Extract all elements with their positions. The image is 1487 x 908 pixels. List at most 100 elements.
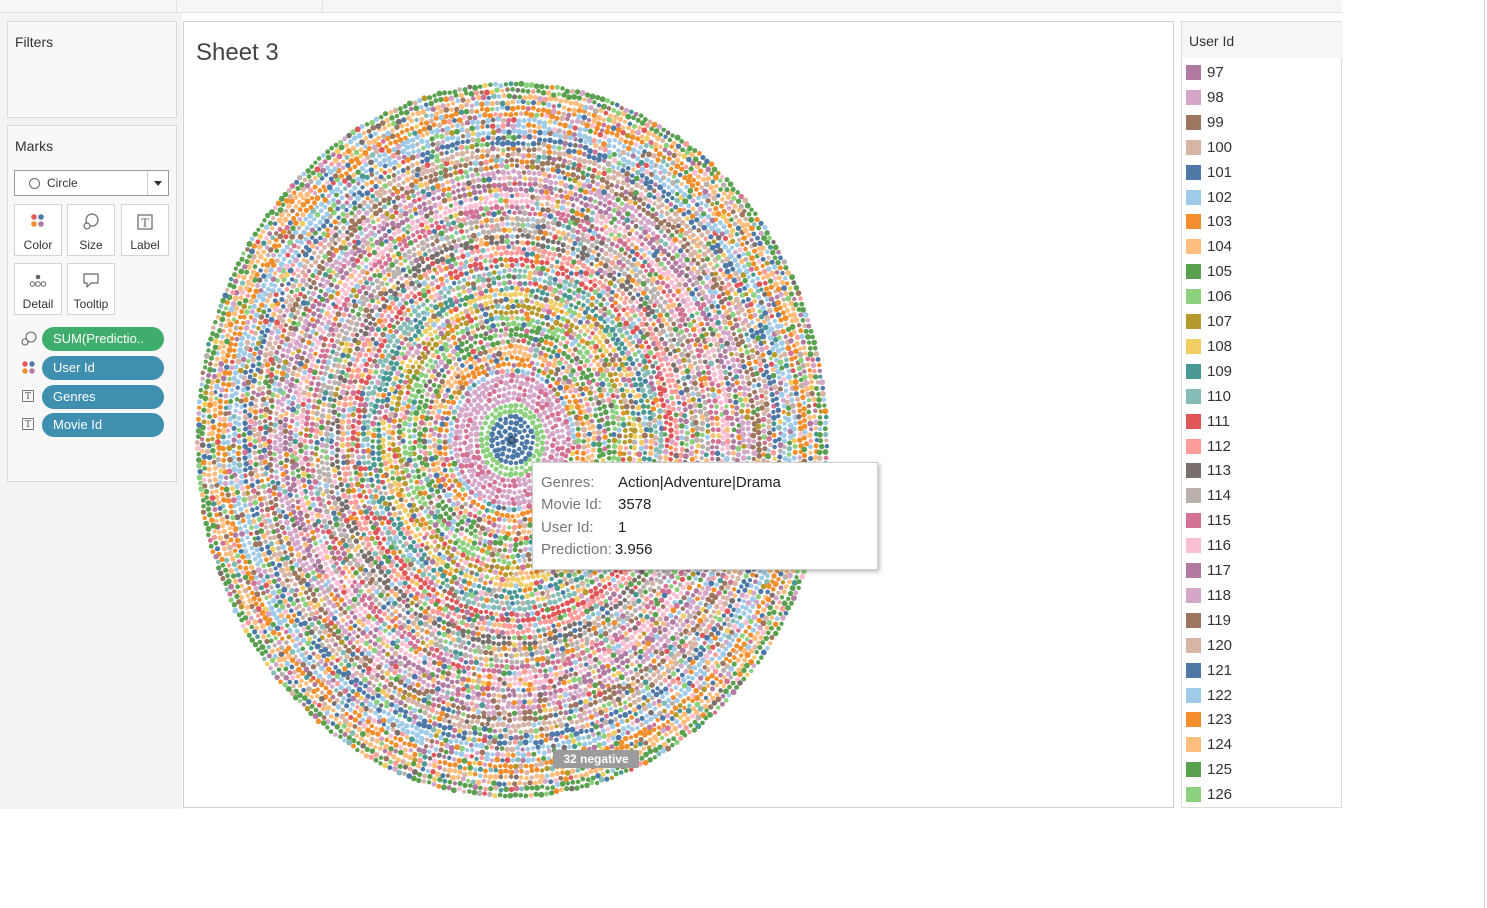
movie-id-pill[interactable]: Movie Id: [42, 413, 164, 437]
detail-button[interactable]: Detail: [14, 263, 62, 315]
bubble-mark: [496, 622, 503, 628]
bubble-mark: [503, 572, 509, 578]
bubble-mark: [328, 373, 334, 380]
bubble-mark: [510, 303, 516, 310]
tooltip-button[interactable]: Tooltip: [67, 263, 115, 315]
bubble-mark: [522, 488, 528, 494]
bubble-mark: [413, 257, 420, 264]
bubble-mark: [477, 566, 483, 573]
bubble-mark: [620, 421, 627, 428]
user-id-pill[interactable]: User Id: [42, 356, 164, 380]
bubble-mark: [529, 384, 535, 389]
bubble-mark: [344, 498, 349, 504]
bubble-mark: [592, 570, 598, 576]
bubble-mark: [483, 402, 489, 408]
bubble-mark: [459, 311, 464, 316]
bubble-mark: [345, 430, 350, 436]
bubble-mark: [355, 552, 361, 558]
bubble-mark: [393, 375, 399, 382]
bubble-mark: [379, 404, 385, 410]
packed-bubble-chart[interactable]: [184, 22, 1173, 807]
bubble-mark: [519, 357, 526, 363]
bubble-mark: [659, 296, 664, 301]
bubble-mark: [398, 379, 403, 384]
bubble-mark: [652, 435, 659, 441]
bubble-mark: [585, 319, 591, 325]
bubble-mark: [498, 346, 503, 351]
bubble-mark: [453, 379, 458, 385]
bubble-mark: [467, 468, 472, 474]
bubble-mark: [705, 387, 711, 392]
bubble-mark: [535, 224, 542, 230]
bubble-mark: [508, 581, 514, 588]
bubble-mark: [478, 662, 484, 667]
bubble-mark: [439, 456, 445, 462]
bubble-mark: [422, 445, 428, 450]
bubble-mark: [706, 392, 711, 398]
bubble-mark: [601, 404, 607, 410]
bubble-mark: [468, 647, 473, 653]
bubble-mark: [388, 360, 394, 366]
bubble-mark: [636, 574, 642, 580]
bubble-mark: [450, 483, 455, 489]
bubble-mark: [516, 446, 522, 452]
bubble-mark: [522, 388, 527, 393]
bubble-mark: [403, 336, 409, 342]
bubble-mark: [572, 609, 578, 615]
bubble-mark: [430, 346, 435, 351]
bubble-mark: [581, 315, 587, 321]
bubble-mark: [667, 338, 673, 343]
bubble-mark: [483, 217, 490, 224]
bubble-mark: [361, 341, 368, 348]
bubble-mark: [412, 286, 418, 291]
bubble-mark: [416, 474, 422, 480]
bubble-mark: [418, 399, 423, 405]
bubble-mark: [584, 233, 591, 239]
bubble-mark: [379, 531, 385, 536]
bubble-mark: [435, 364, 441, 369]
circle-icon: [29, 178, 40, 189]
bubble-mark: [634, 261, 641, 267]
bubble-mark: [653, 335, 659, 342]
bubble-mark: [585, 328, 591, 334]
bubble-mark: [585, 443, 591, 449]
bubble-mark: [434, 399, 440, 405]
chevron-down-icon[interactable]: [147, 171, 168, 195]
bubble-mark: [643, 589, 648, 595]
bubble-mark: [424, 476, 431, 483]
bubble-mark: [435, 571, 441, 577]
size-button[interactable]: Size: [67, 204, 115, 256]
bubble-mark: [450, 334, 457, 341]
label-button[interactable]: T Label: [121, 204, 169, 256]
tooltip-button-label: Tooltip: [73, 297, 109, 311]
bubble-marks[interactable]: [194, 80, 830, 799]
bubble-mark: [424, 306, 430, 312]
bubble-mark: [401, 592, 407, 599]
bubble-mark: [461, 354, 468, 361]
bubble-mark: [590, 295, 596, 301]
bubble-mark: [531, 366, 537, 372]
mark-type-dropdown[interactable]: Circle: [14, 170, 169, 196]
color-button[interactable]: Color: [14, 204, 62, 256]
bubble-mark: [471, 540, 478, 546]
bubble-mark: [485, 633, 492, 640]
bubble-mark: [504, 356, 509, 362]
bubble-mark: [315, 381, 321, 387]
bubble-mark: [548, 298, 554, 305]
filters-shelf[interactable]: Filters: [7, 21, 177, 118]
bubble-mark: [365, 477, 370, 483]
size-pill[interactable]: SUM(Predictio..: [42, 327, 164, 351]
bubble-mark: [616, 616, 622, 622]
genres-pill[interactable]: Genres: [42, 385, 164, 409]
bubble-mark: [575, 587, 582, 593]
bubble-mark: [342, 396, 348, 402]
bubble-mark: [561, 350, 567, 357]
bubble-mark: [398, 261, 404, 267]
bubble-mark: [642, 415, 648, 421]
bubble-mark: [392, 453, 399, 459]
bubble-mark: [474, 613, 480, 619]
bubble-mark: [372, 358, 378, 364]
bubble-mark: [594, 371, 601, 377]
bubble-mark: [481, 667, 487, 673]
bubble-mark: [522, 269, 528, 274]
